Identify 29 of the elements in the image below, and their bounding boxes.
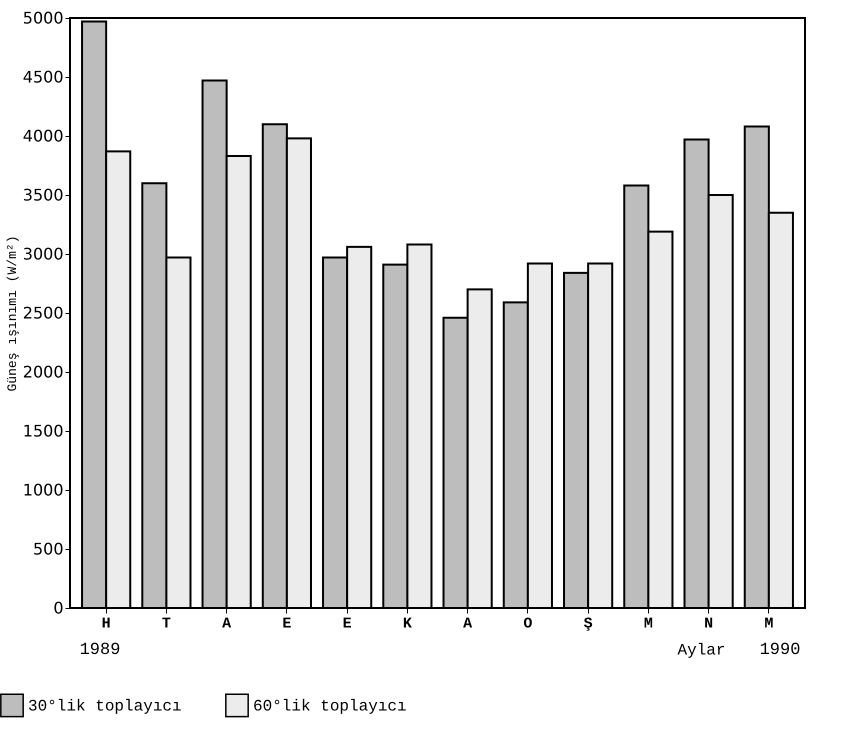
x-tick-label: E bbox=[282, 616, 292, 632]
x-tick-label: M bbox=[644, 616, 653, 632]
x-tick-label: M bbox=[764, 616, 774, 632]
x-tick-label: A bbox=[463, 616, 472, 632]
x-axis-title: Aylar bbox=[677, 642, 726, 660]
legend-label: 30°lik toplayıcı bbox=[28, 697, 182, 716]
y-tick-label: 4000 bbox=[22, 126, 64, 146]
text: 1990 bbox=[760, 641, 800, 660]
y-tick-label: 1000 bbox=[22, 480, 64, 500]
x-tick-label: A bbox=[222, 616, 232, 632]
y-tick-label: 3500 bbox=[22, 186, 64, 204]
x-tick-label: H bbox=[102, 616, 111, 632]
x-tick-label: T bbox=[162, 616, 171, 632]
y-tick-label: 3000 bbox=[22, 244, 64, 264]
y-axis-title: Güneş ışınımı (W/m²) bbox=[4, 235, 20, 392]
y-tick-label: 0 bbox=[53, 598, 64, 618]
text: 1989 bbox=[80, 641, 120, 660]
x-tick-label: E bbox=[342, 616, 352, 632]
x-tick-label: Ş bbox=[584, 616, 593, 632]
legend-label: 60°lik toplayıcı bbox=[253, 697, 407, 716]
y-tick-label: 2500 bbox=[22, 304, 64, 322]
x-tick-label: N bbox=[704, 616, 714, 632]
x-tick-label: O bbox=[523, 616, 532, 632]
y-tick-label: 500 bbox=[32, 540, 64, 558]
x-tick-label: K bbox=[402, 616, 412, 632]
y-tick-label: 4500 bbox=[22, 68, 64, 86]
y-tick-label: 5000 bbox=[22, 8, 64, 28]
y-tick-label: 2000 bbox=[22, 362, 64, 382]
y-tick-label: 1500 bbox=[22, 422, 64, 440]
